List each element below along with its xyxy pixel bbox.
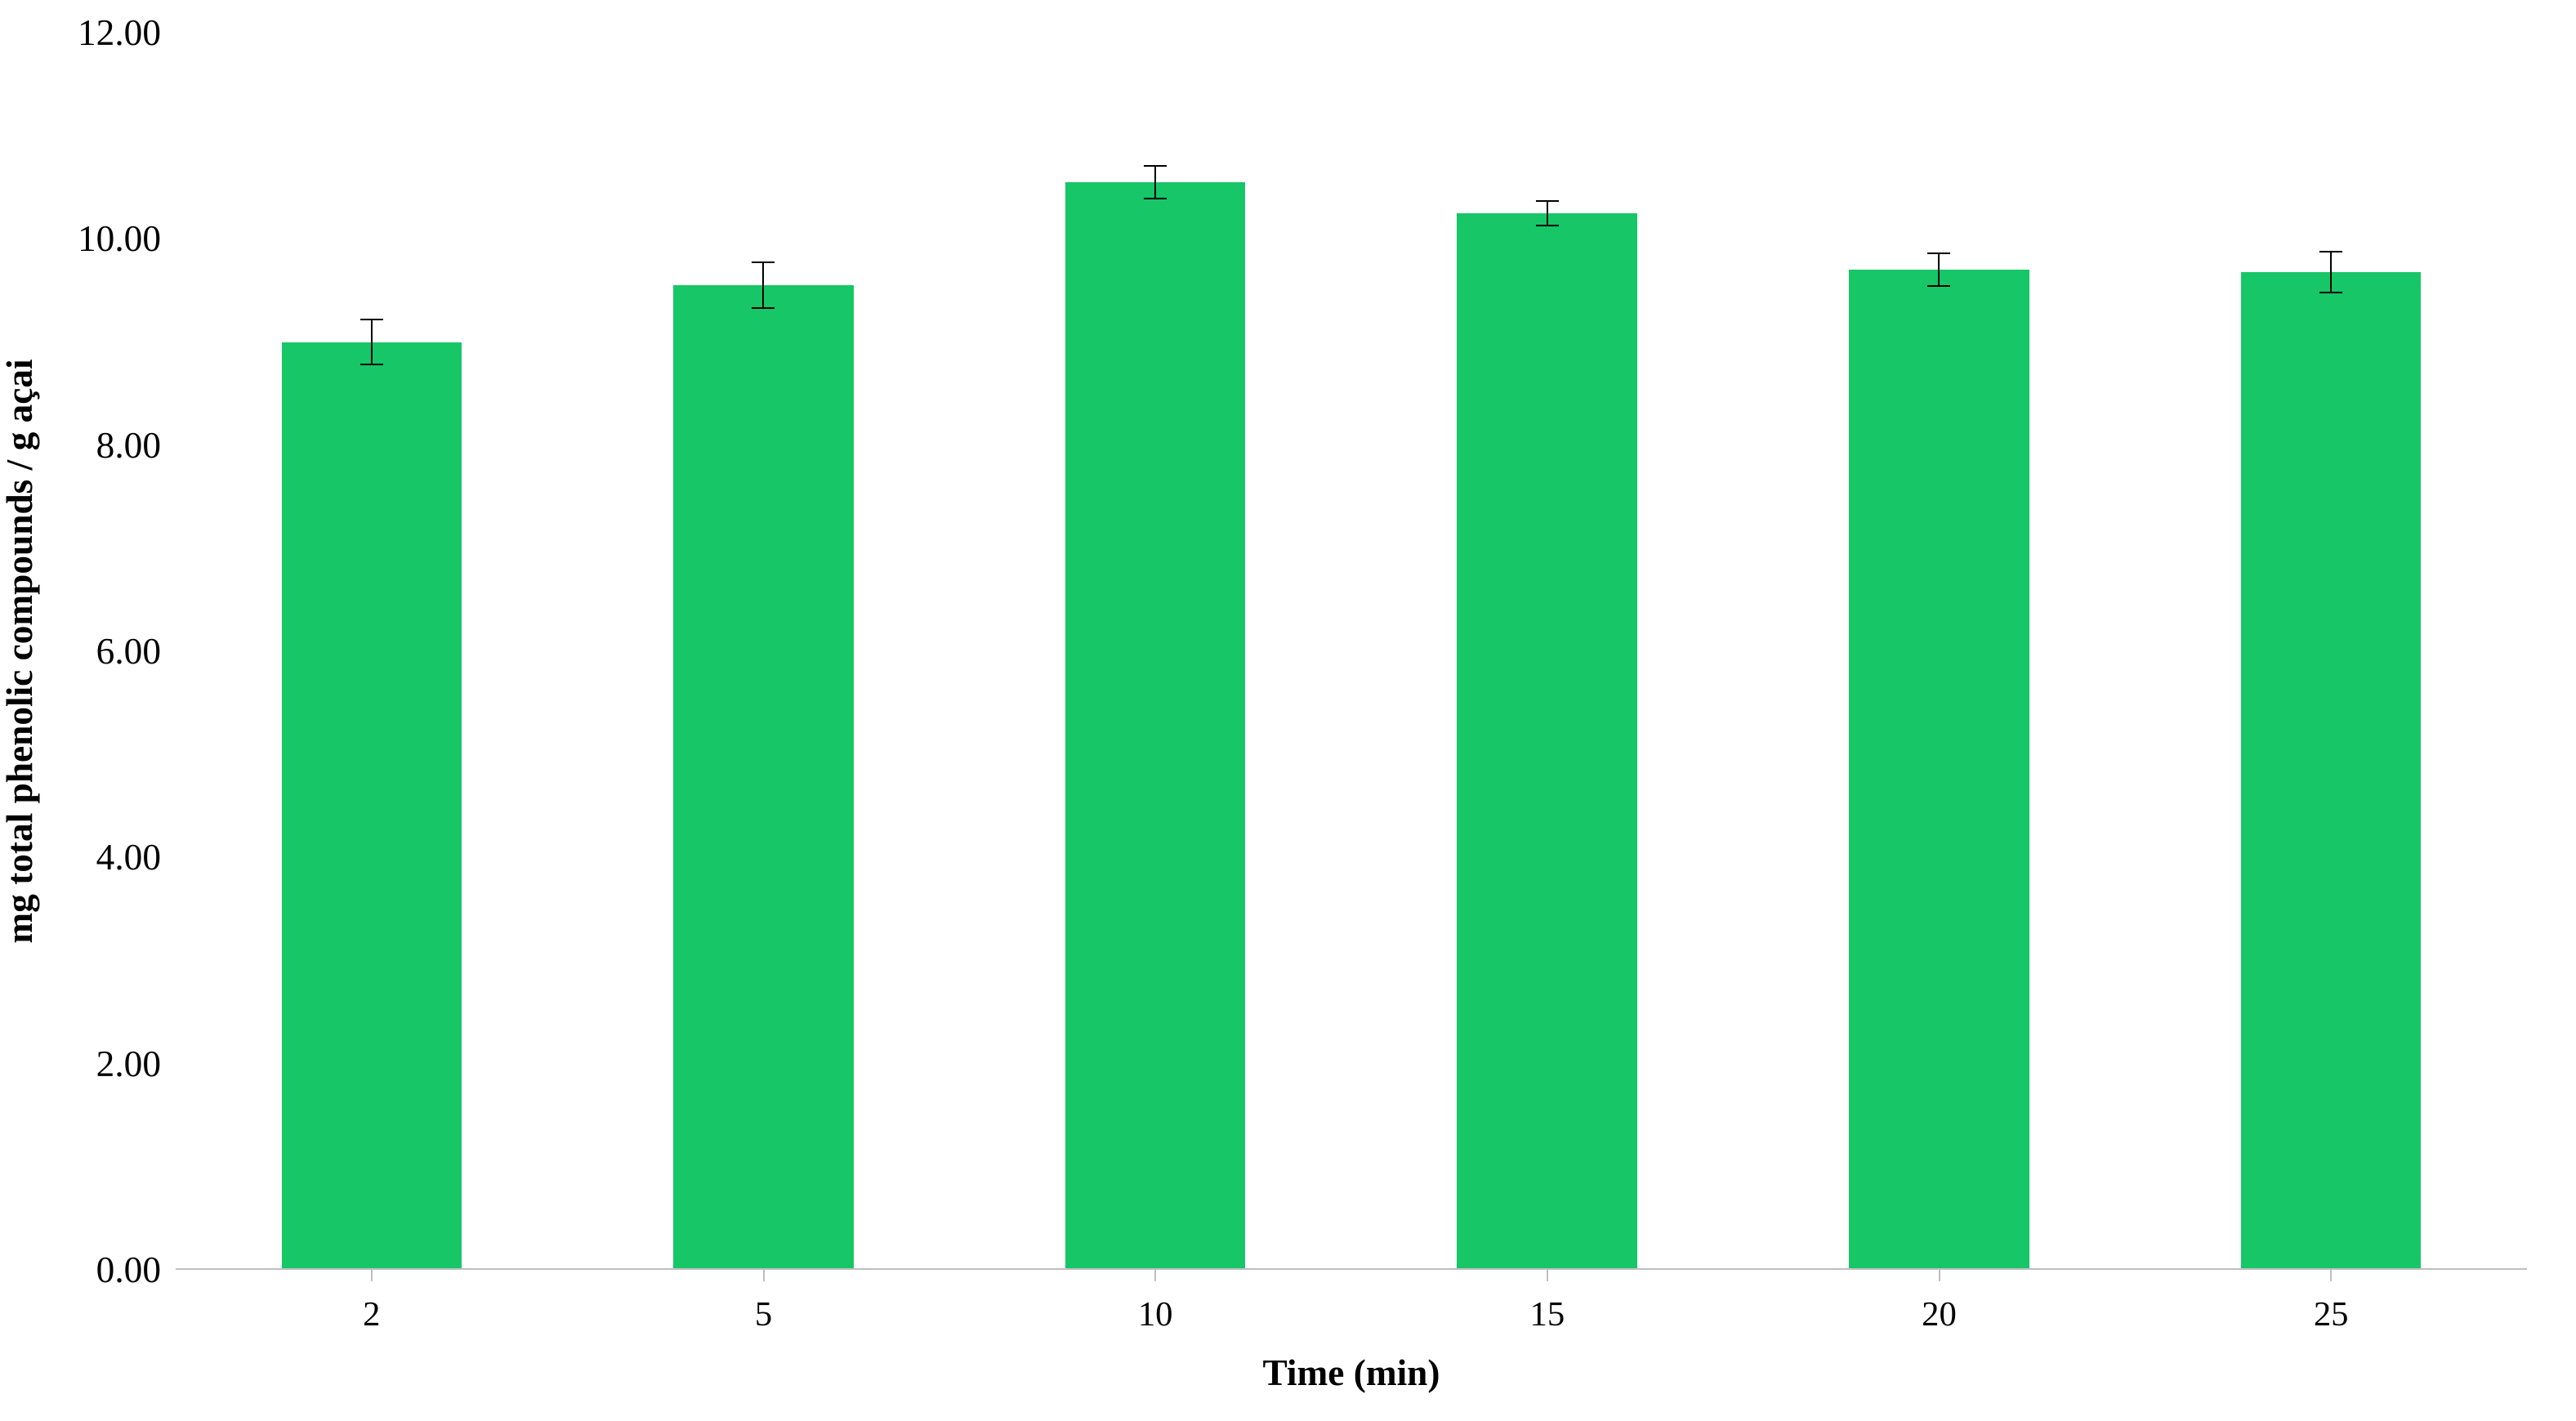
x-tick-label: 2 [363, 1270, 380, 1334]
y-tick-label: 8.00 [96, 424, 176, 467]
y-tick-label: 4.00 [96, 836, 176, 878]
y-tick-label: 12.00 [78, 11, 176, 54]
bar [2241, 272, 2422, 1270]
y-tick-label: 2.00 [96, 1043, 176, 1085]
bar-slot [1351, 33, 1743, 1270]
bar [1849, 270, 2029, 1270]
bar [1065, 182, 1246, 1270]
bar [1457, 213, 1637, 1270]
x-axis-baseline [176, 1268, 2527, 1270]
bar [673, 285, 854, 1270]
bar-slot [959, 33, 1351, 1270]
x-tick-label: 5 [755, 1270, 772, 1334]
plot-area: 0.002.004.006.008.0010.0012.002510152025 [176, 33, 2527, 1270]
y-tick-label: 6.00 [96, 630, 176, 673]
x-axis-title: Time (min) [1263, 1352, 1440, 1394]
bar-slot [568, 33, 960, 1270]
x-tick-label: 10 [1138, 1270, 1173, 1334]
y-tick-label: 10.00 [78, 217, 176, 260]
x-tick-label: 25 [2314, 1270, 2349, 1334]
bar-slot [1743, 33, 2136, 1270]
bar-slot [2135, 33, 2527, 1270]
bar-slot [176, 33, 568, 1270]
phenolic-bar-chart: mg total phenolic compounds / g açai 0.0… [0, 0, 2576, 1421]
y-axis-title: mg total phenolic compounds / g açai [0, 359, 41, 943]
x-tick-label: 15 [1530, 1270, 1565, 1334]
bars-container [176, 33, 2527, 1270]
y-tick-label: 0.00 [96, 1249, 176, 1291]
x-tick-label: 20 [1922, 1270, 1957, 1334]
bar [282, 342, 462, 1271]
